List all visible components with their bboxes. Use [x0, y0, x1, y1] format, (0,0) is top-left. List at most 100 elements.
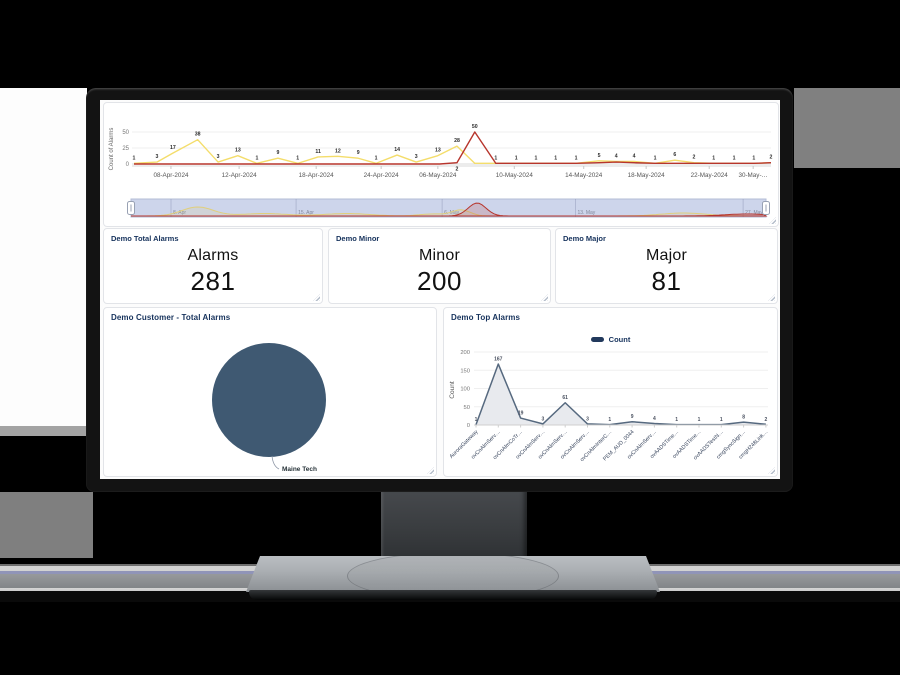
svg-text:1: 1: [535, 155, 538, 161]
svg-text:2: 2: [692, 155, 695, 161]
svg-text:1: 1: [675, 417, 678, 423]
svg-text:1: 1: [133, 155, 136, 161]
svg-text:14: 14: [394, 147, 400, 153]
svg-text:200: 200: [460, 350, 470, 356]
resize-handle-icon[interactable]: [541, 294, 548, 301]
svg-text:3: 3: [155, 154, 158, 160]
kpi-label: Minor: [418, 247, 460, 264]
kpi-card-minor: Demo Minor Minor 200: [328, 228, 551, 304]
svg-text:4: 4: [633, 153, 636, 159]
svg-text:1: 1: [255, 155, 258, 161]
dashboard-screen: 0 25 50 Count of Alarms 08-Apr-2024 12-Apr-20…: [100, 100, 780, 479]
resize-handle-icon[interactable]: [768, 294, 775, 301]
resize-handle-icon[interactable]: [768, 467, 775, 474]
svg-text:1: 1: [494, 155, 497, 161]
svg-text:18-May-2024: 18-May-2024: [628, 172, 666, 179]
svg-text:5: 5: [598, 153, 601, 159]
backdrop-left-strip: [0, 426, 87, 436]
backdrop-left-white: [0, 88, 87, 426]
svg-text:1: 1: [654, 155, 657, 161]
svg-text:15. Apr: 15. Apr: [298, 210, 314, 216]
brush-handle-right[interactable]: [762, 201, 770, 215]
svg-text:Count of Alarms: Count of Alarms: [109, 128, 115, 171]
chart-legend: Count: [444, 335, 777, 344]
svg-text:1: 1: [296, 155, 299, 161]
svg-text:1: 1: [515, 155, 518, 161]
backdrop-left-gray: [0, 492, 93, 558]
svg-text:6: 6: [673, 152, 676, 158]
kpi-label: Major: [645, 247, 687, 264]
svg-text:10-May-2024: 10-May-2024: [496, 172, 534, 179]
resize-handle-icon[interactable]: [313, 294, 320, 301]
svg-text:19: 19: [518, 411, 524, 417]
backdrop-right-gray: [794, 88, 900, 168]
kpi-card-major: Demo Major Major 81: [555, 228, 778, 304]
svg-text:61: 61: [562, 395, 568, 401]
panel-title: Demo Customer - Total Alarms: [111, 313, 231, 322]
svg-text:1: 1: [698, 417, 701, 423]
svg-text:17: 17: [170, 145, 176, 151]
svg-text:06-May-2024: 06-May-2024: [419, 172, 457, 179]
svg-text:27. May: 27. May: [745, 210, 763, 216]
svg-text:4: 4: [615, 153, 618, 159]
svg-text:2: 2: [770, 155, 773, 161]
svg-text:28: 28: [454, 138, 460, 144]
stand-base-seam: [347, 556, 559, 592]
svg-text:3: 3: [217, 154, 220, 160]
kpi-title: Demo Minor: [336, 234, 380, 243]
svg-text:30-May-…: 30-May-…: [738, 172, 767, 179]
svg-text:25: 25: [122, 146, 129, 152]
svg-text:9: 9: [357, 150, 360, 156]
svg-text:1: 1: [375, 155, 378, 161]
kpi-value: 81: [651, 266, 682, 296]
svg-text:Count: Count: [449, 381, 456, 399]
svg-text:38: 38: [195, 132, 201, 138]
svg-text:1: 1: [575, 155, 578, 161]
alarm-trend-panel: 0 25 50 Count of Alarms 08-Apr-2024 12-Apr-20…: [103, 102, 779, 227]
svg-text:8: 8: [742, 415, 745, 421]
resize-handle-icon[interactable]: [769, 217, 776, 224]
svg-text:12: 12: [335, 148, 341, 154]
svg-text:Maine Tech: Maine Tech: [282, 466, 317, 473]
svg-text:100: 100: [460, 387, 470, 393]
customer-pie-chart[interactable]: Maine Tech: [104, 308, 436, 476]
svg-text:14-May-2024: 14-May-2024: [565, 172, 603, 179]
svg-text:4: 4: [653, 416, 656, 422]
svg-text:11: 11: [315, 149, 321, 155]
monitor-stand-neck: [381, 488, 527, 560]
svg-text:08-Apr-2024: 08-Apr-2024: [153, 172, 189, 179]
svg-text:1: 1: [720, 417, 723, 423]
svg-text:1: 1: [733, 155, 736, 161]
svg-text:13. May: 13. May: [578, 210, 596, 216]
svg-text:18-Apr-2024: 18-Apr-2024: [299, 172, 335, 179]
svg-text:1: 1: [475, 417, 478, 423]
svg-text:1: 1: [608, 417, 611, 423]
svg-text:22-May-2024: 22-May-2024: [691, 172, 729, 179]
svg-text:3: 3: [586, 416, 589, 422]
svg-text:9: 9: [631, 414, 634, 420]
top-alarms-panel: Demo Top Alarms Count 0 50 100 150 200 Count 1…: [443, 307, 778, 477]
legend-count-label: Count: [608, 335, 631, 344]
svg-text:0: 0: [126, 162, 130, 168]
svg-text:3: 3: [542, 416, 545, 422]
svg-text:50: 50: [464, 405, 470, 411]
svg-text:6. May: 6. May: [444, 210, 460, 216]
svg-text:13: 13: [235, 148, 241, 154]
svg-text:1: 1: [554, 155, 557, 161]
top-alarms-chart[interactable]: 050100150200Count1AuroraGateway167ovCnAl…: [444, 308, 777, 476]
kpi-title: Demo Major: [563, 234, 606, 243]
svg-text:0: 0: [467, 423, 470, 429]
kpi-card-total-alarms: Demo Total Alarms Alarms 281: [103, 228, 323, 304]
kpi-label: Alarms: [187, 247, 239, 264]
svg-text:1: 1: [752, 155, 755, 161]
resize-handle-icon[interactable]: [427, 467, 434, 474]
svg-text:9: 9: [277, 150, 280, 156]
legend-count-swatch: [590, 337, 604, 342]
svg-text:13: 13: [435, 148, 441, 154]
brush-handle-left[interactable]: [127, 201, 135, 215]
svg-text:3: 3: [415, 154, 418, 160]
panel-title: Demo Top Alarms: [451, 313, 521, 322]
svg-text:12-Apr-2024: 12-Apr-2024: [222, 172, 258, 179]
